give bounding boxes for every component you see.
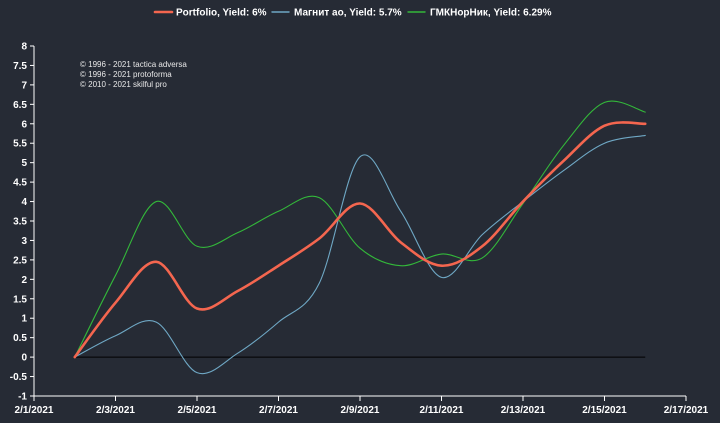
series-line-2 [74,100,646,358]
x-tick-label: 2/15/2021 [582,405,627,416]
y-tick-label: 0 [21,353,27,364]
y-tick-label: 0.5 [13,333,27,344]
series-line-1 [74,134,646,375]
credits: © 1996 - 2021 tactica adversa © 1996 - 2… [80,60,187,89]
y-tick-label: 6.5 [13,100,27,111]
legend-label-2: ГМКНорНик, Yield: 6.29% [430,8,552,19]
credit-line-2: © 1996 - 2021 protoforma [80,70,172,79]
legend-label-1: Магнит ао, Yield: 5.7% [294,8,402,19]
y-tick-label: -1 [18,392,27,403]
y-tick-label: 7 [21,80,27,91]
y-tick-label: 2.5 [13,255,27,266]
y-tick-label: 1.5 [13,294,27,305]
series-line-0 [73,121,647,359]
y-tick-label: 4.5 [13,178,27,189]
y-tick-label: -0.5 [10,372,28,383]
x-tick-label: 2/13/2021 [501,405,546,416]
y-tick-label: 1 [21,314,27,325]
x-tick-label: 2/17/2021 [664,405,709,416]
x-tick-label: 2/3/2021 [96,405,135,416]
y-tick-label: 4 [21,197,27,208]
x-tick-label: 2/7/2021 [259,405,298,416]
y-tick-label: 3 [21,236,27,247]
x-tick-label: 2/5/2021 [178,405,217,416]
axes: -1 -0.5 0 0.5 1 1.5 2 2.5 3 3.5 4 4.5 5 5.5 6 6.5 7 7.5 8 2… [10,42,709,417]
series-layer [73,100,647,375]
legend-label-0: Portfolio, Yield: 6% [176,8,267,19]
y-tick-label: 7.5 [13,61,27,72]
y-tick-label: 2 [21,275,27,286]
x-tick-label: 2/9/2021 [341,405,380,416]
y-tick-label: 5 [21,158,27,169]
y-tick-label: 5.5 [13,139,27,150]
x-tick-label: 2/1/2021 [15,405,54,416]
y-tick-label: 3.5 [13,217,27,228]
y-tick-label: 8 [21,42,27,53]
x-tick-label: 2/11/2021 [420,405,464,416]
credit-line-3: © 2010 - 2021 skilful pro [80,80,167,89]
y-tick-label: 6 [21,119,27,130]
credit-line-1: © 1996 - 2021 tactica adversa [80,60,187,69]
legend: Portfolio, Yield: 6% Магнит ао, Yield: 5.… [153,8,552,19]
